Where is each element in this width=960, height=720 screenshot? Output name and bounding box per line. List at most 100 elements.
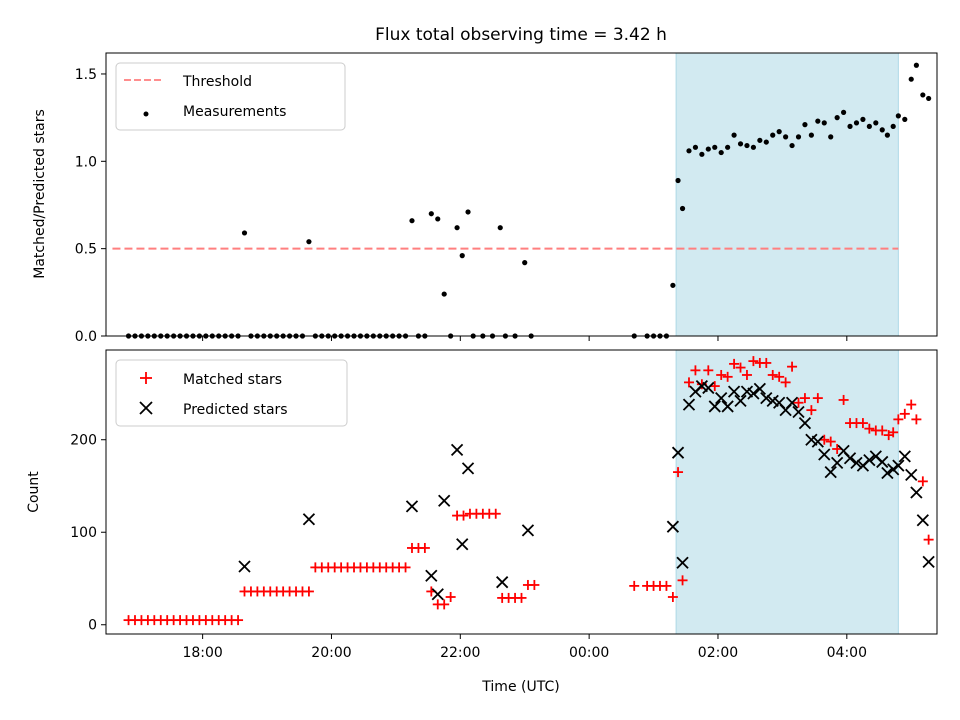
measurement-point xyxy=(776,129,782,135)
measurement-point xyxy=(705,146,711,152)
predicted-star-point xyxy=(425,569,438,582)
predicted-star-point xyxy=(785,396,799,409)
measurement-point xyxy=(731,132,737,138)
measurement-point xyxy=(860,116,866,122)
matched-star-point xyxy=(923,534,934,545)
measurement-point xyxy=(679,205,686,212)
bottom-legend: Matched stars Predicted stars xyxy=(115,359,348,427)
predicted-legend-swatch xyxy=(139,401,153,415)
measurement-point xyxy=(725,144,731,150)
matched-star-point xyxy=(787,361,798,372)
predicted-star-point xyxy=(798,416,812,430)
matched-star-point xyxy=(748,356,759,367)
measurement-points xyxy=(125,62,932,339)
measurement-point xyxy=(873,120,879,126)
predicted-star-point xyxy=(715,391,728,405)
predicted-star-point xyxy=(721,400,734,413)
chart-title: Flux total observing time = 3.42 h xyxy=(375,25,667,45)
matched-star-point xyxy=(722,371,733,382)
matched-star-point xyxy=(661,580,672,591)
y-tick-label: 100 xyxy=(70,525,97,541)
y-tick-label: 1.0 xyxy=(75,154,97,170)
top-shaded-region xyxy=(675,52,899,337)
measurement-point xyxy=(789,142,795,149)
measurement-point xyxy=(737,141,744,147)
measurement-point xyxy=(802,122,808,128)
predicted-star-point xyxy=(666,520,680,533)
measurement-point xyxy=(902,116,908,122)
predicted-star-point xyxy=(922,555,935,568)
measurement-point xyxy=(454,225,460,231)
predicted-star-point xyxy=(450,443,464,457)
x-tick-label: 00:00 xyxy=(569,645,609,661)
measurement-point xyxy=(895,113,901,119)
measurement-point xyxy=(908,76,914,82)
matched-star-point xyxy=(917,476,928,487)
y-tick-label: 0.0 xyxy=(75,329,97,345)
x-axis-label: Time (UTC) xyxy=(481,679,559,695)
predicted-star-point xyxy=(302,513,316,526)
matched-star-point xyxy=(303,586,314,597)
x-tick-label: 20:00 xyxy=(311,645,351,661)
predicted-star-point xyxy=(760,391,773,405)
predicted-star-point xyxy=(818,448,831,461)
measurement-point xyxy=(763,139,769,145)
matched-star-point xyxy=(233,615,244,626)
matched-star-point xyxy=(677,575,688,586)
measurement-point xyxy=(884,132,890,138)
matched-star-point xyxy=(767,369,778,380)
matched-star-point xyxy=(667,591,678,602)
measurement-point xyxy=(920,92,926,98)
predicted-star-point xyxy=(456,538,469,551)
y-tick-label: 0 xyxy=(88,618,97,634)
predicted-star-point xyxy=(876,455,889,469)
measurement-point xyxy=(821,120,827,126)
measurement-point xyxy=(853,120,860,126)
y-tick-label: 200 xyxy=(70,433,97,449)
measurement-point xyxy=(808,132,814,138)
measurement-point xyxy=(686,148,692,154)
x-tick-label: 02:00 xyxy=(698,645,738,661)
matched-star-points xyxy=(123,356,934,626)
matched-star-point xyxy=(445,591,456,602)
measurement-point xyxy=(718,149,724,156)
matched-star-point xyxy=(439,599,450,610)
measurement-point xyxy=(757,137,763,143)
x-tick-label: 04:00 xyxy=(827,645,867,661)
predicted-star-point xyxy=(892,459,905,472)
measurement-point xyxy=(795,134,802,140)
measurement-point xyxy=(699,151,705,157)
matched-star-point xyxy=(735,362,746,373)
measurements-legend-swatch xyxy=(143,111,149,117)
matched-star-point xyxy=(774,371,785,382)
predicted-star-point xyxy=(843,452,857,465)
predicted-star-point xyxy=(734,394,747,408)
bottom-x-ticks: 18:00 20:00 22:00 00:00 02:00 04:00 xyxy=(182,634,867,661)
bottom-y-axis-label: Count xyxy=(26,471,42,513)
measurement-point xyxy=(834,115,840,121)
measurement-point xyxy=(712,144,718,150)
matched-star-point xyxy=(780,377,791,388)
predicted-star-point xyxy=(727,385,741,398)
measurement-point xyxy=(866,123,872,129)
top-legend-box xyxy=(115,62,346,131)
measurement-point xyxy=(828,134,834,140)
measurement-point xyxy=(306,239,312,245)
measurement-point xyxy=(890,123,896,129)
top-panel: 0.0 0.5 1.0 1.5 Matched/Predicted stars Thr… xyxy=(32,52,938,345)
measurement-point xyxy=(840,109,847,115)
predicted-star-point xyxy=(671,446,685,459)
predicted-star-point xyxy=(747,387,760,400)
matched-star-point xyxy=(529,579,540,590)
matched-star-point xyxy=(690,365,701,376)
matched-star-point xyxy=(799,393,810,404)
measurement-point xyxy=(670,282,676,288)
matched-star-point xyxy=(400,562,411,573)
measurement-point xyxy=(879,127,885,133)
bottom-legend-box xyxy=(115,359,348,427)
measurement-point xyxy=(815,118,821,124)
predicted-star-point xyxy=(461,462,475,475)
measurement-point xyxy=(441,291,447,297)
matched-star-point xyxy=(906,399,917,410)
